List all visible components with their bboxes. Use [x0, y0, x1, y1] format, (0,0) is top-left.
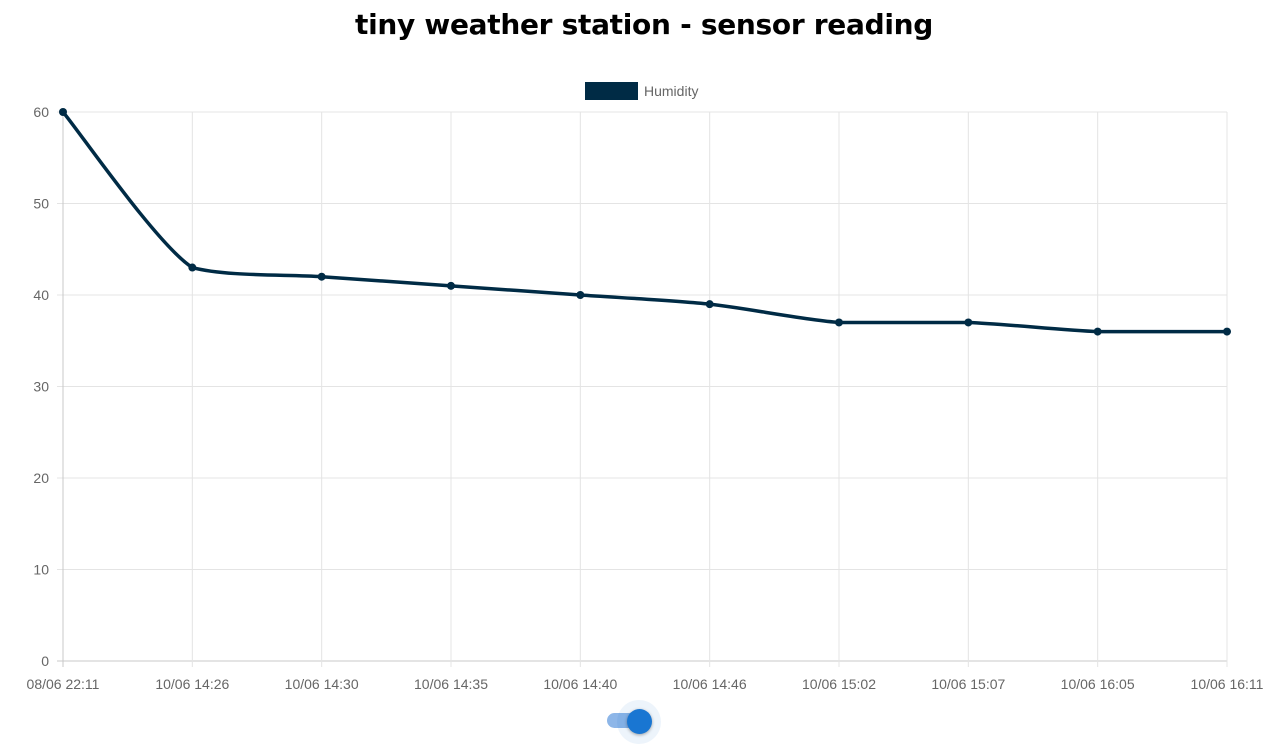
humidity-point [705, 300, 714, 309]
humidity-point [317, 272, 326, 281]
y-tick-label: 30 [33, 379, 49, 395]
chart-title: tiny weather station - sensor reading [354, 8, 933, 41]
axes: 0 10 20 30 40 50 60 08/06 22:11 10/06 14:26 10/06… [27, 104, 1264, 692]
y-tick-label: 50 [33, 196, 49, 212]
x-tick-label: 10/06 14:40 [543, 676, 617, 692]
humidity-point [188, 263, 197, 272]
x-tick-label: 10/06 14:35 [414, 676, 488, 692]
humidity-point [1223, 327, 1231, 336]
y-tick-label: 60 [33, 104, 49, 120]
toggle-switch[interactable] [607, 700, 661, 744]
x-tick-label: 10/06 15:02 [802, 676, 876, 692]
x-tick-label: 10/06 14:30 [285, 676, 359, 692]
toggle-knob[interactable] [627, 709, 652, 734]
grid [57, 111, 1228, 667]
humidity-point [964, 318, 973, 327]
y-tick-label: 40 [33, 287, 49, 303]
y-tick-label: 0 [41, 653, 49, 669]
y-tick-label: 10 [33, 562, 49, 578]
x-tick-label: 10/06 14:46 [673, 676, 747, 692]
x-tick-label: 10/06 14:26 [155, 676, 229, 692]
y-tick-label: 20 [33, 470, 49, 486]
legend-label: Humidity [644, 83, 698, 99]
humidity-point [1093, 327, 1102, 336]
x-tick-label: 10/06 16:11 [1191, 676, 1264, 692]
humidity-point [576, 291, 585, 299]
humidity-line-chart: 0 10 20 30 40 50 60 08/06 22:11 10/06 14:26 10/06… [27, 82, 1264, 692]
humidity-point [447, 281, 455, 290]
x-tick-label: 08/06 22:11 [27, 676, 100, 692]
legend-swatch [585, 82, 638, 100]
humidity-point [59, 108, 67, 116]
x-tick-label: 10/06 15:07 [931, 676, 1005, 692]
series-layer [59, 108, 1231, 336]
humidity-point [835, 318, 843, 327]
humidity-line [61, 110, 1229, 334]
legend[interactable]: Humidity [585, 82, 698, 100]
x-tick-label: 10/06 16:05 [1061, 676, 1135, 692]
